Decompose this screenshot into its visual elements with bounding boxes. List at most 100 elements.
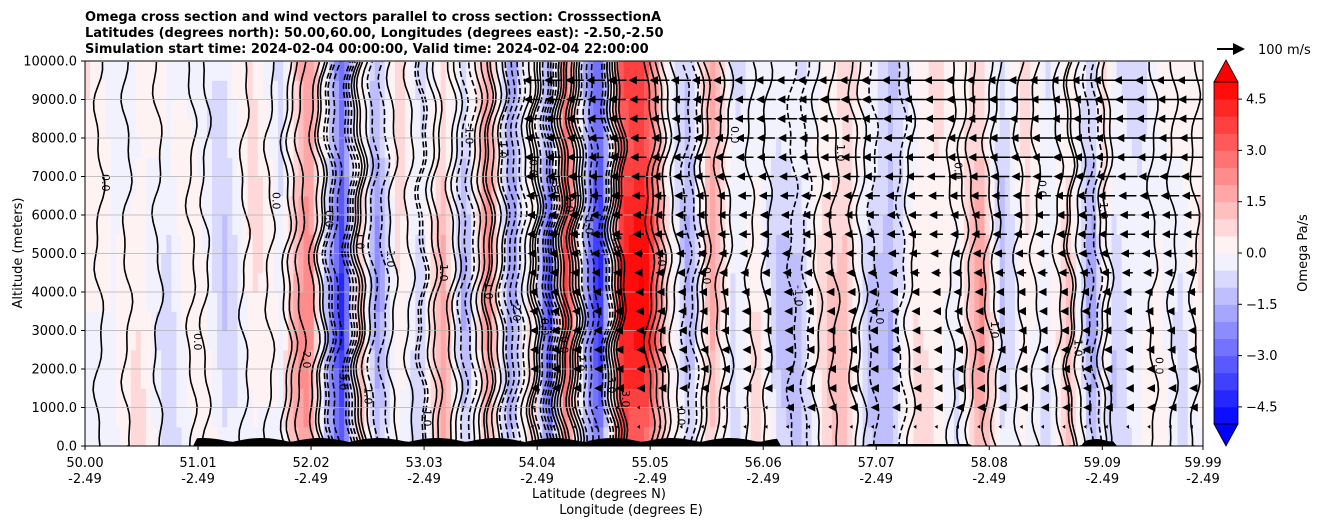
omega-cell bbox=[1035, 253, 1041, 274]
omega-cell bbox=[588, 118, 594, 139]
omega-cell bbox=[95, 215, 101, 235]
omega-cell bbox=[1045, 234, 1052, 255]
omega-cell bbox=[491, 61, 498, 81]
omega-cell bbox=[252, 138, 259, 158]
omega-cell bbox=[1172, 330, 1179, 351]
omega-cell bbox=[135, 253, 142, 274]
omega-cell bbox=[140, 61, 147, 81]
omega-cell bbox=[85, 253, 91, 274]
omega-cell bbox=[161, 272, 167, 293]
omega-cell bbox=[1192, 311, 1199, 332]
omega-cell bbox=[120, 157, 127, 178]
omega-cell bbox=[440, 176, 447, 197]
omega-cell bbox=[1182, 195, 1189, 216]
omega-cell bbox=[603, 292, 610, 312]
omega-cell bbox=[491, 349, 498, 370]
negative-contour-line bbox=[324, 61, 338, 446]
omega-cell bbox=[953, 80, 960, 101]
omega-cell bbox=[1167, 388, 1174, 409]
omega-cell bbox=[125, 369, 132, 389]
omega-cell bbox=[608, 253, 615, 274]
omega-cell bbox=[806, 272, 813, 293]
omega-cell bbox=[1101, 349, 1108, 370]
omega-cell bbox=[1091, 138, 1097, 158]
omega-cell bbox=[511, 99, 518, 120]
omega-cell bbox=[750, 253, 757, 274]
omega-cell bbox=[689, 388, 696, 409]
omega-cell bbox=[156, 138, 162, 158]
positive-contour-line bbox=[279, 61, 293, 446]
omega-cell bbox=[1111, 118, 1118, 139]
omega-cell bbox=[156, 80, 162, 101]
omega-cell bbox=[252, 330, 259, 351]
omega-cell bbox=[867, 253, 874, 274]
omega-cell bbox=[389, 215, 396, 235]
positive-contour-line bbox=[237, 61, 251, 446]
omega-cell bbox=[953, 369, 960, 389]
omega-cell bbox=[486, 426, 493, 446]
omega-cell bbox=[938, 311, 945, 332]
omega-cell bbox=[740, 176, 747, 197]
omega-cell bbox=[633, 215, 640, 235]
omega-cell bbox=[959, 407, 965, 428]
omega-cell bbox=[125, 61, 132, 81]
omega-cell bbox=[257, 292, 264, 312]
omega-cell bbox=[542, 176, 549, 197]
omega-cell bbox=[684, 215, 691, 235]
omega-cell bbox=[1096, 330, 1102, 351]
omega-cell bbox=[1065, 195, 1072, 216]
omega-cell bbox=[918, 195, 925, 216]
omega-cell bbox=[415, 157, 421, 178]
omega-cell bbox=[806, 176, 813, 197]
omega-cell bbox=[872, 253, 879, 274]
omega-cell bbox=[959, 369, 965, 389]
omega-cell bbox=[318, 80, 325, 101]
omega-cell bbox=[852, 369, 859, 389]
omega-cell bbox=[227, 176, 233, 197]
omega-cell bbox=[400, 138, 406, 158]
omega-cell bbox=[633, 311, 640, 332]
omega-cell bbox=[293, 272, 300, 293]
omega-cell bbox=[1116, 349, 1123, 370]
omega-cell bbox=[674, 157, 681, 178]
omega-cell bbox=[85, 61, 91, 81]
omega-cell bbox=[303, 157, 310, 178]
omega-cell bbox=[735, 426, 742, 446]
omega-cell bbox=[1081, 311, 1087, 332]
omega-cell bbox=[339, 118, 345, 139]
omega-cell bbox=[847, 311, 853, 332]
omega-cell bbox=[267, 157, 274, 178]
omega-cell bbox=[862, 311, 869, 332]
omega-cell bbox=[481, 215, 488, 235]
omega-cell bbox=[328, 138, 335, 158]
omega-cell bbox=[999, 407, 1006, 428]
omega-cell bbox=[201, 426, 208, 446]
omega-cell bbox=[1060, 272, 1067, 293]
omega-cell bbox=[522, 118, 528, 139]
omega-cell bbox=[186, 388, 193, 409]
omega-cell bbox=[720, 330, 726, 351]
omega-cell bbox=[1091, 176, 1097, 197]
omega-cell bbox=[440, 330, 447, 351]
omega-cell bbox=[776, 80, 782, 101]
omega-cell bbox=[776, 253, 782, 274]
omega-cell bbox=[1025, 195, 1031, 216]
omega-cell bbox=[257, 80, 264, 101]
omega-cell bbox=[974, 157, 980, 178]
omega-cell bbox=[1182, 272, 1189, 293]
omega-cell bbox=[191, 407, 198, 428]
omega-cell bbox=[933, 330, 940, 351]
omega-cell bbox=[1172, 176, 1179, 197]
negative-contour-line bbox=[679, 61, 693, 446]
omega-cell bbox=[694, 138, 701, 158]
omega-cell bbox=[140, 369, 147, 389]
omega-cell bbox=[425, 176, 432, 197]
omega-cell bbox=[374, 349, 381, 370]
omega-cell bbox=[90, 426, 96, 446]
omega-cell bbox=[511, 253, 518, 274]
omega-cell bbox=[567, 157, 574, 178]
omega-cell bbox=[293, 157, 300, 178]
omega-cell bbox=[379, 407, 386, 428]
omega-cell bbox=[760, 195, 767, 216]
omega-cell bbox=[669, 292, 676, 312]
